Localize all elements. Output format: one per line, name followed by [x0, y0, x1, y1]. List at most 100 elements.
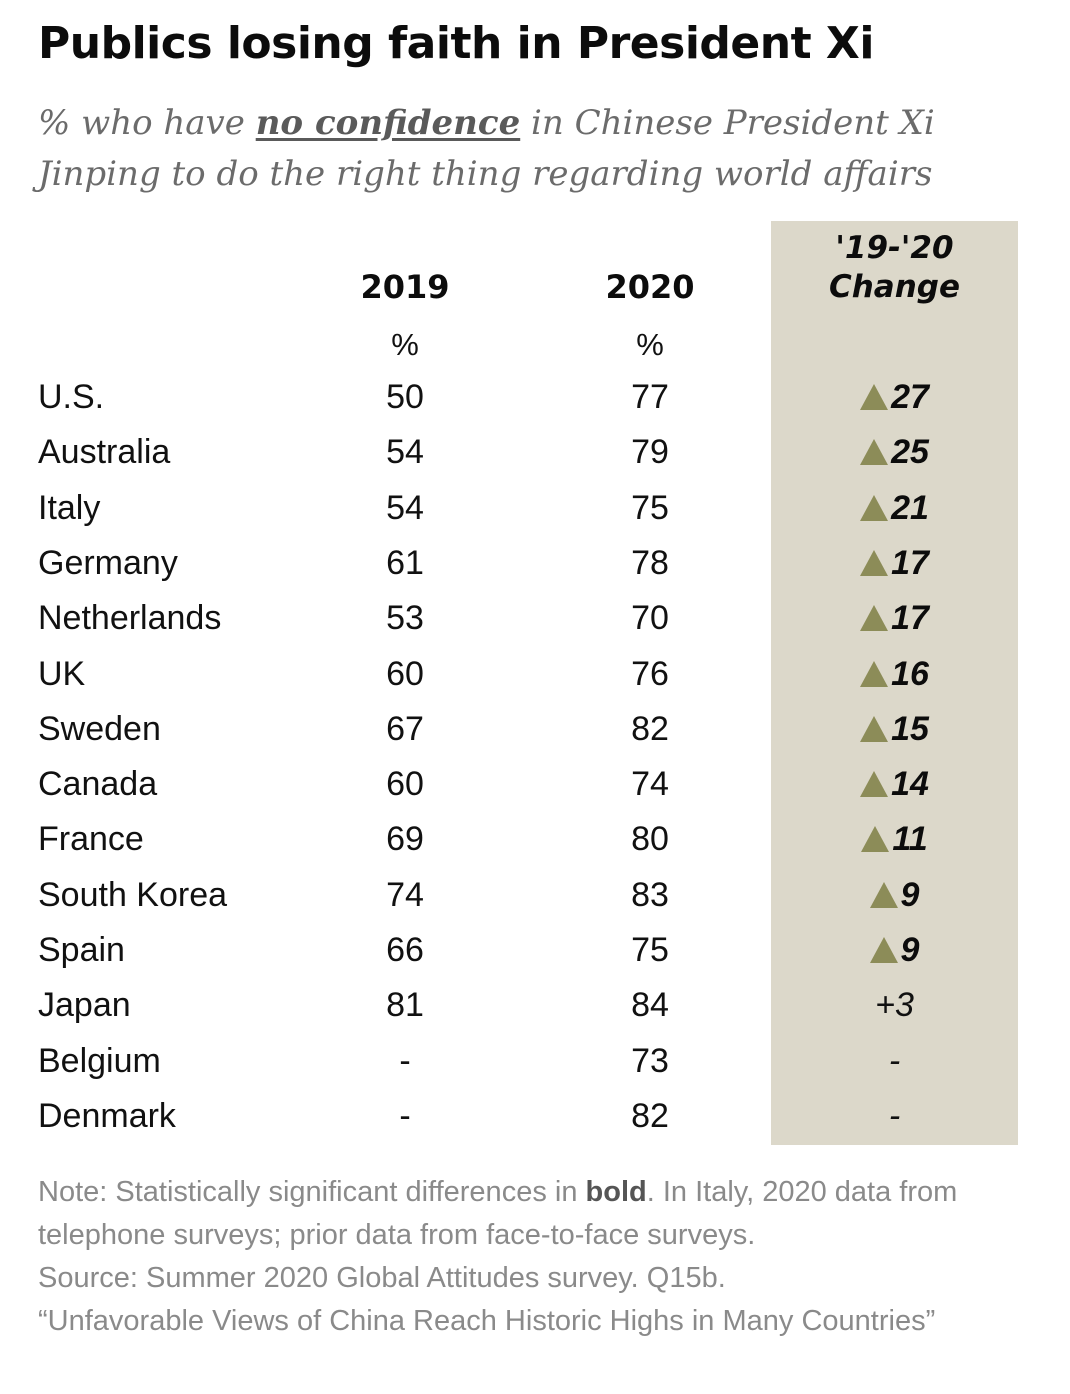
country-label: Germany [38, 543, 178, 582]
source-line: Source: Summer 2020 Global Attitudes sur… [38, 1262, 726, 1294]
subtitle-text-after: in Chinese President Xi Jinping to do th… [38, 103, 935, 194]
table-row: Belgium - 73 - [0, 1034, 1070, 1089]
increase-arrow-icon [860, 771, 889, 798]
table-row: Australia 54 79 25 [0, 425, 1070, 480]
table-row: Denmark - 82 - [0, 1089, 1070, 1144]
change-number: +3 [875, 986, 914, 1025]
report-title-line: “Unfavorable Views of China Reach Histor… [38, 1305, 936, 1337]
subtitle-emphasis: no confidence [255, 103, 521, 143]
country-label: Japan [38, 986, 131, 1025]
change-value: 16 [771, 647, 1018, 702]
value-2020: 70 [631, 599, 669, 638]
value-2019: - [399, 1041, 411, 1080]
table-row: Canada 60 74 14 [0, 757, 1070, 812]
country-label: Canada [38, 765, 158, 804]
value-2019: 53 [386, 599, 424, 638]
column-header-change: '19-'20 Change [771, 229, 1018, 307]
table-row: Italy 54 75 21 [0, 481, 1070, 536]
change-number: 17 [891, 599, 929, 638]
increase-arrow-icon [860, 549, 889, 576]
country-label: UK [38, 654, 86, 693]
column-header-2019: 2019 [360, 268, 450, 306]
value-2020: 84 [631, 986, 669, 1025]
country-label: Sweden [38, 709, 161, 748]
country-label: Italy [38, 488, 101, 527]
table-row: Sweden 67 82 15 [0, 702, 1070, 757]
change-value: 14 [771, 757, 1018, 812]
value-2019: 74 [386, 875, 424, 914]
value-2019: 60 [386, 654, 424, 693]
increase-arrow-icon [860, 439, 889, 466]
value-2019: 69 [386, 820, 424, 859]
country-label: Netherlands [38, 599, 222, 638]
change-header-line1: '19-'20 [835, 230, 954, 266]
value-2020: 77 [631, 378, 669, 416]
note-text-part1: Note: Statistically significant differen… [38, 1176, 586, 1208]
value-2019: 54 [386, 433, 424, 472]
table-row: Spain 66 75 9 [0, 923, 1070, 978]
increase-arrow-icon [860, 660, 889, 687]
increase-arrow-icon [860, 715, 889, 742]
note-text-bold: bold [585, 1176, 647, 1208]
increase-arrow-icon [869, 937, 898, 963]
value-2020: 82 [631, 1096, 669, 1135]
table-row: Japan 81 84 +3 [0, 978, 1070, 1033]
value-2020: 73 [631, 1041, 669, 1080]
table-row: UK 60 76 16 [0, 647, 1070, 702]
change-number: 21 [891, 488, 929, 527]
column-header-2020: 2020 [605, 268, 695, 306]
value-2020: 75 [631, 488, 669, 527]
change-value: 17 [771, 536, 1018, 591]
value-2020: 80 [631, 820, 669, 859]
change-column-background [771, 221, 1018, 1145]
value-2020: 74 [631, 765, 669, 804]
change-number: 14 [891, 765, 929, 804]
value-2020: 79 [631, 433, 669, 472]
value-2019: 66 [386, 931, 424, 969]
change-number: 9 [900, 931, 920, 969]
value-2020: 76 [631, 654, 669, 693]
change-number: - [888, 1041, 901, 1080]
change-number: - [888, 1096, 901, 1135]
change-value: - [771, 1034, 1018, 1089]
table-row: Germany 61 78 17 [0, 536, 1070, 591]
value-2020: 82 [631, 709, 669, 748]
country-label: Denmark [38, 1096, 176, 1135]
country-label: Belgium [38, 1041, 161, 1080]
change-value: 25 [771, 425, 1018, 480]
unit-label-2020: % [636, 327, 664, 362]
change-value: - [771, 1089, 1018, 1144]
country-label: Australia [38, 433, 171, 472]
change-number: 27 [891, 378, 929, 416]
increase-arrow-icon [860, 384, 889, 410]
change-value: 9 [771, 923, 1018, 978]
value-2020: 83 [631, 875, 669, 914]
table-row: U.S. 50 77 27 [0, 370, 1070, 425]
increase-arrow-icon [869, 881, 898, 908]
subtitle-text-before: % who have [38, 103, 256, 143]
value-2019: 60 [386, 765, 424, 804]
chart-note: Note: Statistically significant differen… [38, 1171, 1038, 1343]
change-value: 15 [771, 702, 1018, 757]
change-header-line2: Change [828, 269, 961, 305]
change-number: 25 [891, 433, 929, 472]
table-row: Netherlands 53 70 17 [0, 591, 1070, 646]
value-2019: 81 [386, 986, 424, 1025]
change-number: 15 [891, 709, 929, 748]
increase-arrow-icon [860, 494, 889, 521]
value-2020: 75 [631, 931, 669, 969]
value-2019: 50 [386, 378, 424, 416]
chart-subtitle: % who have no confidence in Chinese Pres… [38, 98, 978, 200]
table-row: France 69 80 11 [0, 812, 1070, 867]
change-value: +3 [771, 978, 1018, 1033]
unit-label-2019: % [391, 327, 419, 362]
country-label: France [38, 820, 144, 859]
change-value: 11 [771, 812, 1018, 867]
increase-arrow-icon [860, 605, 889, 632]
increase-arrow-icon [861, 826, 890, 853]
country-label: U.S. [38, 378, 105, 416]
change-number: 9 [900, 875, 920, 914]
chart-title: Publics losing faith in President Xi [38, 18, 874, 69]
note-line: Note: Statistically significant differen… [38, 1171, 1038, 1257]
change-number: 11 [892, 820, 928, 859]
